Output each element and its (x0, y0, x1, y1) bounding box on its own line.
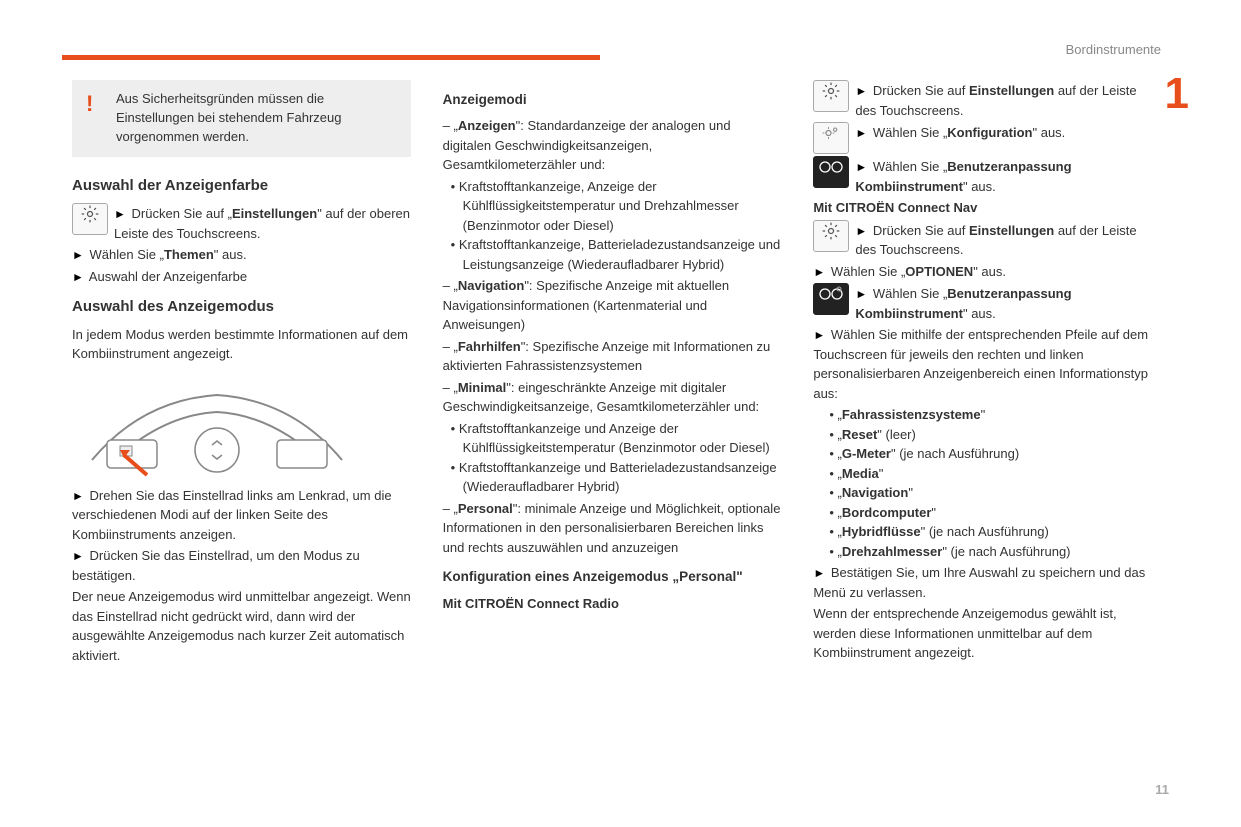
column-3: ► Drücken Sie auf Einstellungen auf der … (813, 80, 1152, 667)
page-number: 11 (1155, 780, 1169, 800)
heading-modes: Anzeigemodi (443, 90, 782, 110)
subheading: Mit CITROËN Connect Nav (813, 198, 1152, 218)
column-2: Anzeigemodi – „Anzeigen": Standardanzeig… (443, 80, 782, 667)
header-section: Bordinstrumente (1066, 40, 1161, 60)
step-text: ► Drücken Sie das Einstellrad, um den Mo… (72, 546, 411, 585)
step-text: ► Drücken Sie auf Einstellungen auf der … (855, 220, 1152, 260)
subheading: Mit CITROËN Connect Radio (443, 594, 782, 614)
mode-item: – „Minimal": eingeschränkte Anzeige mit … (443, 378, 782, 417)
options-list: „Fahrassistenzsysteme" „Reset" (leer) „G… (813, 405, 1152, 561)
heading-mode-select: Auswahl des Anzeigemodus (72, 296, 411, 319)
step-text: ► Wählen Sie „Konfiguration" aus. (855, 122, 1152, 143)
top-accent-bar (62, 55, 600, 60)
list-item: „Fahrassistenzsysteme" (841, 405, 1152, 425)
step-row: ► Wählen Sie „Benutzeranpassung Kombiins… (813, 283, 1152, 323)
list-item: „Reset" (leer) (841, 425, 1152, 445)
step-text: ► Wählen Sie mithilfe der entsprechenden… (813, 325, 1152, 403)
gear-settings-icon (813, 122, 849, 154)
note-text: Wenn der entsprechende Anzeigemodus gewä… (813, 604, 1152, 663)
list-item: „G-Meter" (je nach Ausführung) (841, 444, 1152, 464)
list-item: „Hybridflüsse" (je nach Ausführung) (841, 522, 1152, 542)
step-text: ► Drücken Sie auf Einstellungen auf der … (855, 80, 1152, 120)
page-content: ! Aus Sicherheitsgründen müssen die Eins… (72, 80, 1152, 667)
step-row: ► Wählen Sie „Benutzeranpassung Kombiins… (813, 156, 1152, 196)
step-text: ► Auswahl der Anzeigenfarbe (72, 267, 411, 287)
dashboard-icon (813, 156, 849, 188)
mode-item: – „Fahrhilfen": Spezifische Anzeige mit … (443, 337, 782, 376)
list-item: Kraftstofftankanzeige und Batterieladezu… (463, 458, 782, 497)
list-item: Kraftstofftankanzeige und Anzeige der Kü… (463, 419, 782, 458)
mode-item: – „Anzeigen": Standardanzeige der analog… (443, 116, 782, 175)
gear-icon (813, 220, 849, 252)
gear-icon (813, 80, 849, 112)
sub-list: Kraftstofftankanzeige und Anzeige der Kü… (443, 419, 782, 497)
step-row: ► Drücken Sie auf Einstellungen auf der … (813, 80, 1152, 120)
list-item: „Media" (841, 464, 1152, 484)
list-item: Kraftstofftankanzeige, Anzeige der Kühlf… (463, 177, 782, 236)
heading-config-personal: Konfiguration eines Anzeigemodus „Person… (443, 567, 782, 587)
step-text: ► Bestätigen Sie, um Ihre Auswahl zu spe… (813, 563, 1152, 602)
step-text: ► Drücken Sie auf „Einstellungen" auf de… (114, 203, 411, 243)
warning-text: Aus Sicherheitsgründen müssen die Einste… (116, 91, 341, 144)
warning-box: ! Aus Sicherheitsgründen müssen die Eins… (72, 80, 411, 157)
list-item: Kraftstofftankanzeige, Batterieladezusta… (463, 235, 782, 274)
steering-wheel-diagram (72, 370, 362, 480)
dashboard-icon (813, 283, 849, 315)
step-text: ► Wählen Sie „Benutzeranpassung Kombiins… (855, 156, 1152, 196)
sub-list: Kraftstofftankanzeige, Anzeige der Kühlf… (443, 177, 782, 275)
list-item: „Navigation" (841, 483, 1152, 503)
chapter-number: 1 (1165, 72, 1189, 116)
note-text: Der neue Anzeigemodus wird unmittelbar a… (72, 587, 411, 665)
step-text: ► Wählen Sie „Benutzeranpassung Kombiins… (855, 283, 1152, 323)
column-1: ! Aus Sicherheitsgründen müssen die Eins… (72, 80, 411, 667)
step-row: ► Drücken Sie auf „Einstellungen" auf de… (72, 203, 411, 243)
gear-icon (72, 203, 108, 235)
mode-item: – „Navigation": Spezifische Anzeige mit … (443, 276, 782, 335)
list-item: „Bordcomputer" (841, 503, 1152, 523)
heading-color-select: Auswahl der Anzeigenfarbe (72, 175, 411, 198)
intro-text: In jedem Modus werden bestimmte Informat… (72, 325, 411, 364)
list-item: „Drehzahlmesser" (je nach Ausführung) (841, 542, 1152, 562)
warning-icon: ! (86, 88, 93, 120)
step-text: ► Drehen Sie das Einstellrad links am Le… (72, 486, 411, 545)
step-text: ► Wählen Sie „Themen" aus. (72, 245, 411, 265)
step-text: ► Wählen Sie „OPTIONEN" aus. (813, 262, 1152, 282)
step-row: ► Drücken Sie auf Einstellungen auf der … (813, 220, 1152, 260)
step-row: ► Wählen Sie „Konfiguration" aus. (813, 122, 1152, 154)
mode-item: – „Personal": minimale Anzeige und Mögli… (443, 499, 782, 558)
